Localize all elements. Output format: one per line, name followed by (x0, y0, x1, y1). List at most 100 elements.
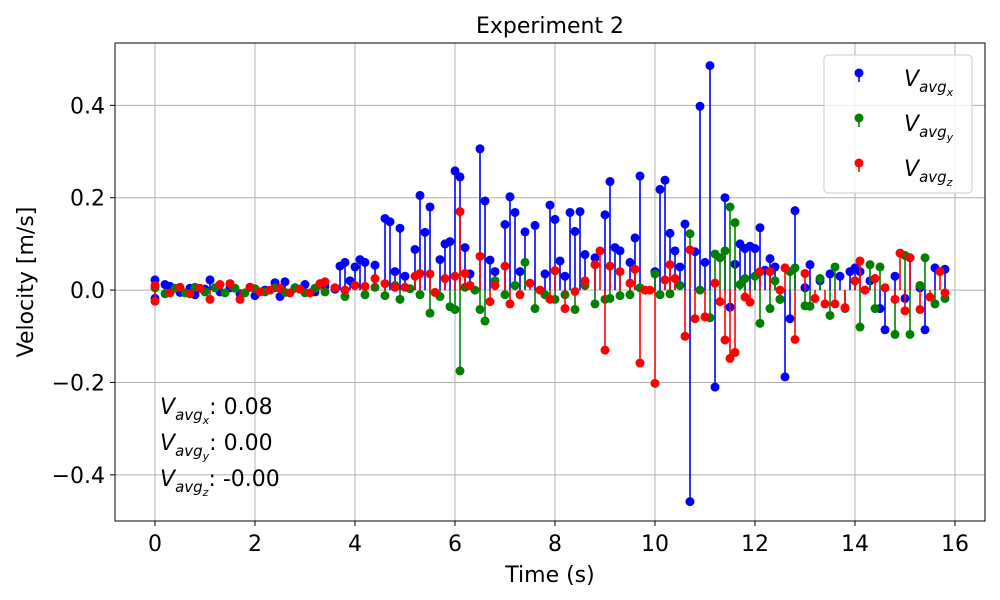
y-tick-label: 0.0 (70, 279, 105, 304)
stem-marker-x (880, 325, 890, 335)
stem-marker-z (150, 280, 160, 290)
stem-marker-z (940, 288, 950, 298)
stem-marker-y (695, 285, 705, 295)
stem-marker-x (750, 244, 760, 254)
stem-marker-z (475, 251, 485, 261)
x-tick-label: 14 (841, 532, 869, 557)
stem-marker-y (475, 304, 485, 314)
stem-marker-z (340, 285, 350, 295)
stem-marker-x (455, 172, 465, 182)
stem-marker-x (785, 314, 795, 324)
stem-marker-z (275, 283, 285, 293)
y-tick-label: 0.2 (70, 187, 105, 212)
stem-marker-x (720, 193, 730, 203)
stem-marker-y (805, 301, 815, 311)
stem-marker-z (935, 267, 945, 277)
stem-marker-x (490, 267, 500, 277)
x-tick-label: 2 (248, 532, 262, 557)
axis-ticks: 0 2 4 6 8 10 12 14 16 −0.4 −0.2 0.0 0.2 0.4 (52, 94, 969, 557)
stem-marker-z (890, 294, 900, 304)
stem-marker-z (925, 292, 935, 302)
stem-marker-y (735, 280, 745, 290)
stem-marker-y (510, 280, 520, 290)
stem-marker-z (205, 294, 215, 304)
stem-marker-y (590, 299, 600, 309)
data-stems (150, 61, 950, 507)
stem-marker-y (685, 229, 695, 239)
stem-marker-y (720, 246, 730, 256)
plot-area-frame (114, 42, 986, 522)
stem-marker-y (395, 294, 405, 304)
stem-marker-z (850, 276, 860, 286)
stem-marker-y (890, 329, 900, 339)
x-tick-label: 12 (741, 532, 769, 557)
stem-marker-z (465, 280, 475, 290)
stem-marker-z (515, 290, 525, 300)
stem-marker-z (685, 245, 695, 255)
stem-marker-z (450, 271, 460, 281)
stem-marker-y (830, 262, 840, 272)
stem-marker-z (580, 276, 590, 286)
stem-marker-x (520, 227, 530, 237)
stem-marker-z (645, 285, 655, 295)
stem-marker-z (895, 248, 905, 258)
stem-marker-y (455, 366, 465, 376)
stem-marker-y (415, 290, 425, 300)
stem-marker-z (455, 207, 465, 217)
stem-marker-y (930, 299, 940, 309)
x-tick-label: 8 (548, 532, 562, 557)
stem-marker-y (725, 202, 735, 212)
stem-marker-x (550, 214, 560, 224)
stem-marker-y (740, 274, 750, 284)
stem-marker-z (605, 261, 615, 271)
stem-marker-y (905, 329, 915, 339)
x-tick-label: 10 (641, 532, 669, 557)
stem-marker-z (285, 288, 295, 298)
stem-marker-x (560, 271, 570, 281)
stem-marker-z (830, 299, 840, 309)
stem-marker-z (305, 288, 315, 298)
stem-marker-z (215, 280, 225, 290)
stem-marker-z (415, 268, 425, 278)
stem-marker-x (485, 255, 495, 265)
mean-annotations: Vavgx: 0.08 Vavgy: 0.00 Vavgz: -0.00 (160, 395, 280, 499)
stem-marker-y (865, 260, 875, 270)
stem-marker-z (725, 353, 735, 363)
stem-marker-x (825, 269, 835, 279)
stem-marker-x (570, 226, 580, 236)
y-tick-label: −0.2 (52, 371, 105, 396)
stem-marker-x (565, 207, 575, 217)
stem-marker-z (265, 285, 275, 295)
stem-marker-x (590, 253, 600, 263)
stem-marker-x (340, 257, 350, 267)
stem-marker-z (590, 260, 600, 270)
stem-marker-z (485, 297, 495, 307)
stem-marker-z (560, 304, 570, 314)
stem-marker-y (715, 253, 725, 263)
stem-marker-z (900, 306, 910, 316)
y-tick-label: −0.4 (52, 464, 105, 489)
stem-marker-z (430, 287, 440, 297)
stem-marker-z (630, 264, 640, 274)
stem-marker-y (655, 290, 665, 300)
stem-marker-y (605, 293, 615, 303)
stem-marker-y (875, 262, 885, 272)
stem-marker-z (690, 314, 700, 324)
stem-marker-x (555, 256, 565, 266)
stem-marker-x (540, 269, 550, 279)
stem-marker-y (770, 276, 780, 286)
stem-marker-z (635, 358, 645, 368)
legend-marker-y (854, 113, 864, 123)
x-tick-label: 16 (941, 532, 969, 557)
stem-marker-x (665, 228, 675, 238)
mean-label-x: Vavgx: 0.08 (160, 395, 273, 427)
stem-marker-z (195, 283, 205, 293)
stem-marker-z (800, 268, 810, 278)
stem-marker-x (890, 271, 900, 281)
stem-marker-z (490, 280, 500, 290)
stem-marker-y (360, 290, 370, 300)
stem-marker-y (625, 290, 635, 300)
stem-marker-y (920, 253, 930, 263)
stem-marker-x (280, 277, 290, 287)
stem-marker-x (500, 220, 510, 230)
